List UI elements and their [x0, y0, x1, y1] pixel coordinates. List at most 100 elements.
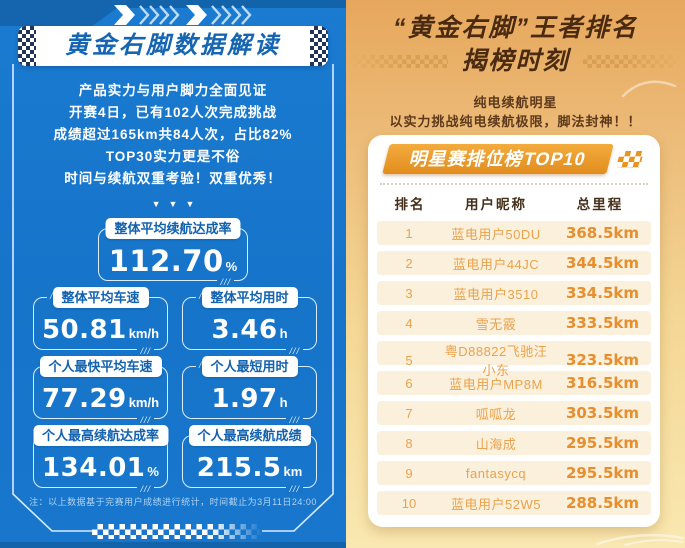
mileage-cell: 288.5km [565, 494, 639, 512]
stat-label: 个人最高续航达成率 [32, 425, 169, 446]
stat-value: 215.5 [196, 452, 282, 483]
stat-value: 77.29 [41, 383, 127, 414]
username-cell: 蓝电用户52W5 [451, 496, 541, 512]
table-row: 8 山海成 295.5km [377, 431, 651, 455]
chevron-arrows-icon [114, 5, 252, 25]
checker-strip-left [348, 55, 448, 68]
stat-unit: h [279, 394, 288, 410]
rank-cell: 1 [405, 225, 413, 241]
stat-card: 个人最高续航达成率 134.01 % [32, 425, 169, 494]
rank-cell: 5 [405, 352, 413, 368]
stat-card: 整体平均车速 50.81 km/h [33, 287, 168, 356]
intro-line: 成绩超过165km共84人次，占比82% [53, 127, 293, 142]
stat-label: 个人最短用时 [201, 356, 298, 377]
subtitle-line2: 以实力挑战纯电续航极限，脚法封神！！ [389, 114, 642, 129]
dotted-divider [380, 183, 648, 185]
swoosh-decor [595, 533, 685, 546]
table-row: 4 雪无霰 333.5km [377, 311, 651, 335]
stat-value: 3.46 [211, 314, 278, 345]
stat-label: 整体平均续航达成率 [105, 218, 241, 239]
checker-edge-left [18, 26, 36, 66]
username-cell: fantasycq [465, 465, 527, 481]
mileage-cell: 368.5km [565, 224, 639, 242]
username-cell: 蓝电用户MP8M [449, 376, 543, 392]
stat-label: 个人最快平均车速 [39, 356, 162, 377]
stat-card-main: 整体平均续航达成率 112.70 % [98, 218, 248, 287]
stat-unit: % [147, 463, 159, 479]
mileage-cell: 323.5km [565, 351, 639, 369]
checker-edge-right [310, 26, 328, 66]
username-cell: 蓝电用户44JC [452, 256, 540, 272]
rank-cell: 8 [405, 435, 413, 451]
stat-label: 整体平均车速 [52, 287, 149, 308]
stat-label: 个人最高续航成绩 [188, 425, 311, 446]
stat-unit: km/h [128, 325, 160, 341]
username-cell: 粤D88822飞驰汪小东 [444, 344, 548, 378]
rank-cell: 9 [405, 465, 413, 481]
mileage-cell: 295.5km [565, 464, 639, 482]
left-panel-title: 黄金右脚数据解读 [65, 32, 281, 59]
stat-unit: h [279, 325, 288, 341]
intro-text: 产品实力与用户脚力全面见证 开赛4日，已有102人次完成挑战 成绩超过165km… [0, 80, 346, 190]
table-row: 2 蓝电用户44JC 344.5km [377, 251, 651, 275]
mileage-cell: 334.5km [565, 284, 639, 302]
down-triangles-icon: ▼▼▼ [151, 199, 203, 209]
stat-label: 整体平均用时 [201, 287, 298, 308]
right-ranking-panel: “黄金右脚”王者排名 揭榜时刻 纯电续航明星 以实力挑战纯电续航极限，脚法封神！… [346, 0, 685, 548]
stat-card: 个人最短用时 1.97 h [182, 356, 317, 425]
left-data-panel: 黄金右脚数据解读 产品实力与用户脚力全面见证 开赛4日，已有102人次完成挑战 … [0, 0, 346, 548]
rank-cell: 7 [405, 405, 413, 421]
rank-cell: 3 [405, 285, 413, 301]
mileage-cell: 333.5km [565, 314, 639, 332]
column-header-mileage: 总里程 [576, 197, 624, 212]
right-title-line2: 揭榜时刻 [461, 47, 570, 75]
username-cell: 蓝电用户50DU [451, 226, 541, 242]
checker-strip-bottom [92, 524, 262, 539]
mileage-cell: 344.5km [565, 254, 639, 272]
username-cell: 蓝电用户3510 [453, 286, 539, 302]
stat-value: 50.81 [41, 314, 127, 345]
table-row: 10 蓝电用户52W5 288.5km [377, 491, 651, 515]
stat-unit: km [283, 463, 303, 479]
checkered-flag-icon [616, 150, 645, 168]
stat-unit: km/h [128, 394, 160, 410]
rank-cell: 10 [401, 495, 417, 511]
table-row: 6 蓝电用户MP8M 316.5km [377, 371, 651, 395]
table-row: 1 蓝电用户50DU 368.5km [377, 221, 651, 245]
table-row: 3 蓝电用户3510 334.5km [377, 281, 651, 305]
column-header-rank: 排名 [394, 197, 426, 212]
leaderboard-header: 排名 用户昵称 总里程 [368, 185, 660, 221]
top-dark-strip [0, 0, 346, 8]
intro-line: TOP30实力更是不俗 [105, 149, 241, 164]
stat-card: 整体平均用时 3.46 h [182, 287, 317, 356]
username-cell: 呱呱龙 [475, 406, 517, 422]
left-title-banner: 黄金右脚数据解读 [18, 26, 328, 66]
leaderboard-banner-title: 明星赛排位榜TOP10 [407, 149, 588, 169]
rank-cell: 2 [405, 255, 413, 271]
intro-line: 时间与续航双重考验！双重优秀！ [64, 171, 282, 186]
stat-value: 1.97 [211, 383, 278, 414]
stat-value: 112.70 [108, 243, 224, 278]
data-footnote: 注：以上数据基于完赛用户成绩进行统计，时间截止为3月11日24:00 [29, 497, 317, 507]
rank-cell: 6 [405, 375, 413, 391]
stat-value: 134.01 [42, 452, 146, 483]
column-header-name: 用户昵称 [465, 197, 527, 212]
mileage-cell: 303.5km [565, 404, 639, 422]
checker-strip-right [583, 55, 683, 68]
intro-line: 产品实力与用户脚力全面见证 [78, 83, 268, 98]
subtitle-line1: 纯电续航明星 [473, 95, 558, 110]
table-row: 5 粤D88822飞驰汪小东 323.5km [377, 341, 651, 378]
intro-line: 开赛4日，已有102人次完成挑战 [68, 105, 278, 120]
table-row: 7 呱呱龙 303.5km [377, 401, 651, 425]
username-cell: 雪无霰 [475, 316, 517, 332]
bottom-dark-strip [0, 542, 346, 548]
leaderboard-body: 1 蓝电用户50DU 368.5km 2 蓝电用户44JC 344.5km 3 … [368, 221, 660, 515]
corner-decor [0, 0, 128, 26]
mileage-cell: 316.5km [565, 374, 639, 392]
mileage-cell: 295.5km [565, 434, 639, 452]
right-title-line1: “黄金右脚”王者排名 [392, 14, 638, 42]
rank-cell: 4 [405, 315, 413, 331]
stat-cards-grid: 整体平均车速 50.81 km/h 整体平均用时 3.46 h 个人最快平均车速… [32, 287, 317, 494]
username-cell: 山海成 [475, 436, 517, 452]
